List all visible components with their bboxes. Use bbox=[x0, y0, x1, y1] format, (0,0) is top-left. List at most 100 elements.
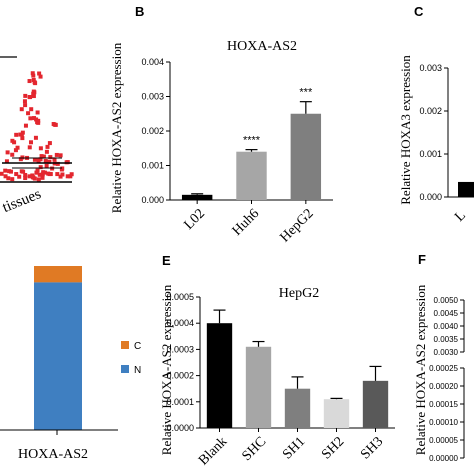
panel-b-ylabel: Relative HOXA-AS2 expression bbox=[109, 42, 124, 213]
data-point bbox=[32, 176, 37, 181]
data-point bbox=[42, 170, 47, 175]
data-point bbox=[44, 163, 49, 168]
panel-f-ylabel: Relative HOXA-AS2 expression bbox=[413, 284, 428, 455]
category-label: L02 bbox=[181, 206, 208, 233]
panel-d-category-label: HOXA-AS2 bbox=[18, 447, 88, 462]
panel-e-ylabel: Relative HOXA-AS2 expression bbox=[159, 284, 174, 455]
data-point bbox=[36, 177, 41, 182]
data-point bbox=[23, 172, 28, 177]
significance-label: **** bbox=[243, 135, 261, 147]
data-point bbox=[68, 174, 73, 179]
data-point bbox=[29, 107, 34, 112]
data-point bbox=[23, 103, 28, 108]
significance-label: *** bbox=[299, 87, 313, 99]
data-point bbox=[10, 138, 15, 143]
panel-c: C Relative HOXA3 expression 0.000 0.001 0.… bbox=[398, 4, 474, 225]
y-tick-label: 0.0004 bbox=[166, 318, 194, 328]
data-point bbox=[47, 159, 52, 164]
data-point bbox=[41, 154, 46, 159]
data-point bbox=[32, 157, 37, 162]
data-point bbox=[48, 155, 53, 160]
data-point bbox=[45, 144, 50, 149]
data-point bbox=[3, 168, 8, 173]
data-point bbox=[37, 172, 42, 177]
bar bbox=[236, 151, 267, 200]
panel-e-plot: 0.0000 0.0001 0.0002 0.0003 0.0004 0.0005 Blan… bbox=[166, 292, 395, 468]
y-tick-label: 0.00015 bbox=[429, 400, 458, 409]
panel-d-bar-segment-n bbox=[34, 282, 82, 430]
y-tick-label: 0.00020 bbox=[429, 382, 458, 391]
legend-label-n: N bbox=[134, 365, 141, 376]
panel-b-letter: B bbox=[135, 4, 144, 19]
legend-swatch-c bbox=[121, 341, 129, 349]
data-point bbox=[55, 161, 60, 166]
y-tick-label: 0.0005 bbox=[166, 292, 194, 302]
data-point bbox=[30, 71, 35, 76]
data-point bbox=[35, 168, 40, 173]
data-point bbox=[22, 99, 27, 104]
data-point bbox=[26, 111, 31, 116]
data-point bbox=[34, 117, 39, 122]
panel-a-dot-scatter bbox=[0, 71, 74, 182]
panel-b: B HOXA-AS2 Relative HOXA-AS2 expression … bbox=[109, 4, 333, 245]
bar bbox=[181, 194, 213, 200]
data-point bbox=[19, 107, 24, 112]
data-point bbox=[33, 135, 38, 140]
y-tick-label: 0.0002 bbox=[166, 371, 194, 381]
category-label: Blank bbox=[196, 434, 230, 468]
data-point bbox=[30, 175, 35, 180]
category-label: SH1 bbox=[280, 434, 308, 462]
data-point bbox=[27, 174, 32, 179]
bar bbox=[323, 399, 350, 428]
data-point bbox=[44, 149, 49, 154]
panel-c-plot: 0.000 0.001 0.002 0.003 L bbox=[419, 63, 474, 225]
data-point bbox=[31, 73, 36, 78]
panel-d-bar-segment-c bbox=[34, 266, 82, 283]
data-point bbox=[20, 155, 25, 160]
category-label: HepG2 bbox=[277, 206, 316, 245]
data-point bbox=[20, 136, 25, 141]
data-point bbox=[28, 95, 33, 100]
y-tick-label: 0.0040 bbox=[434, 322, 459, 331]
data-point bbox=[38, 74, 43, 79]
category-label: SH2 bbox=[319, 434, 347, 462]
panel-b-plot: 0.000 0.001 0.002 0.003 0.004 L02 **** Huh6 *** H… bbox=[141, 57, 333, 245]
y-tick-label: 0.001 bbox=[141, 161, 164, 171]
y-tick-label: 0.004 bbox=[141, 57, 164, 67]
data-point bbox=[60, 166, 65, 171]
data-point bbox=[6, 176, 11, 181]
y-tick-label: 0.001 bbox=[419, 149, 442, 159]
data-point bbox=[14, 132, 19, 137]
data-point bbox=[32, 116, 37, 121]
category-label: L bbox=[452, 208, 469, 225]
y-tick-label: 0.0045 bbox=[434, 309, 459, 318]
data-point bbox=[23, 176, 28, 181]
data-point bbox=[23, 93, 28, 98]
bar bbox=[284, 388, 311, 428]
panel-c-letter: C bbox=[414, 4, 424, 19]
bar bbox=[362, 380, 389, 428]
data-point bbox=[47, 141, 52, 146]
y-tick-label: 0.0000 bbox=[166, 423, 194, 433]
panel-e-title: HepG2 bbox=[279, 286, 319, 301]
bar bbox=[290, 113, 322, 200]
y-tick-label: 0.000 bbox=[419, 192, 442, 202]
data-point bbox=[60, 172, 65, 177]
panel-c-ylabel: Relative HOXA3 expression bbox=[398, 55, 413, 205]
panel-f: F Relative HOXA-AS2 expression 0.00300.0… bbox=[413, 252, 465, 463]
data-point bbox=[52, 157, 57, 162]
data-point bbox=[5, 150, 10, 155]
y-tick-label: 0.00000 bbox=[429, 454, 458, 463]
legend-swatch-n bbox=[121, 365, 129, 373]
panel-a: tissues bbox=[0, 56, 74, 216]
data-point bbox=[15, 145, 20, 150]
data-point bbox=[55, 172, 60, 177]
data-point bbox=[54, 152, 59, 157]
y-tick-label: 0.003 bbox=[419, 63, 442, 73]
panel-f-plot: 0.0030 0.0035 0.0040 0.0045 0.0050 0.00000 0.0… bbox=[429, 296, 465, 463]
category-label: Huh6 bbox=[230, 206, 263, 239]
y-tick-label: 0.0001 bbox=[166, 397, 194, 407]
data-point bbox=[69, 172, 74, 177]
y-tick-label: 0.00025 bbox=[429, 364, 458, 373]
data-point bbox=[39, 154, 44, 159]
